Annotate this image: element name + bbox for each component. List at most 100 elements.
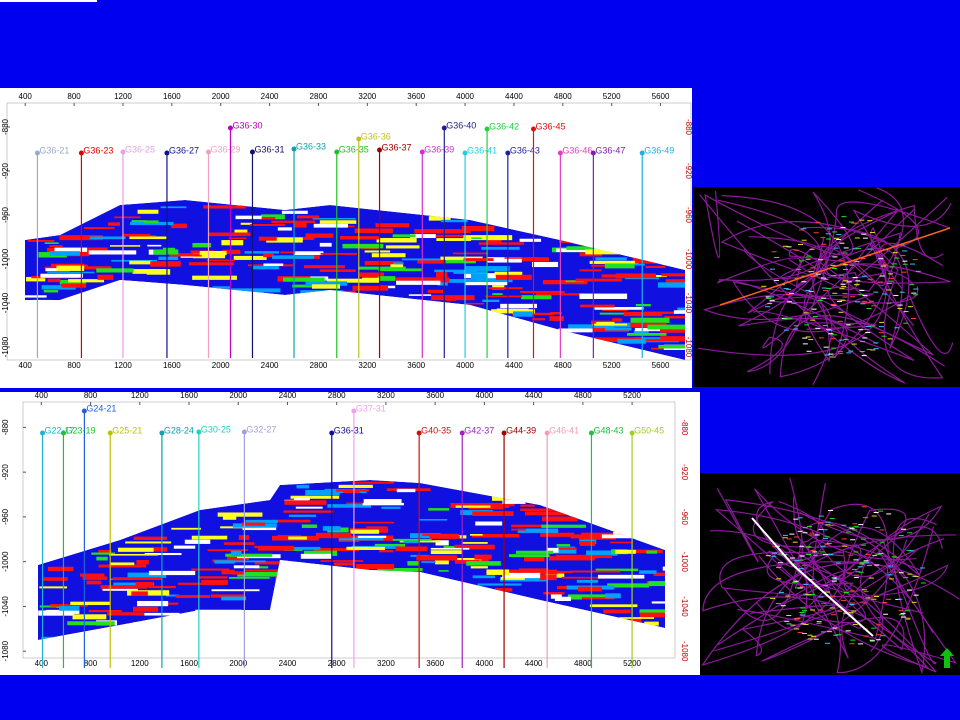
well-dot xyxy=(823,554,829,556)
facies-streak xyxy=(576,579,599,583)
facies-streak xyxy=(500,303,537,309)
facies-streak xyxy=(292,284,325,288)
well-dot xyxy=(861,506,867,508)
well-dot xyxy=(863,635,869,637)
well-dot xyxy=(838,353,844,355)
facies-streak xyxy=(271,519,311,523)
facies-streak xyxy=(520,508,555,512)
plot-frame xyxy=(22,401,676,659)
well-label: G42-37 xyxy=(464,425,494,435)
well-dot xyxy=(829,607,835,609)
well-dot xyxy=(871,627,877,629)
facies-streak xyxy=(466,561,501,566)
facies-streak xyxy=(91,552,115,555)
well-head xyxy=(227,125,233,131)
well-dot xyxy=(782,534,788,536)
well-dot xyxy=(794,628,800,630)
facies-streak xyxy=(333,562,354,566)
facies-streak xyxy=(440,558,482,561)
facies-streak xyxy=(597,574,645,579)
well-dot xyxy=(861,602,867,604)
x-tick-label: 1600 xyxy=(163,361,181,370)
well-dot xyxy=(889,266,895,268)
facies-streak xyxy=(284,500,327,505)
well-dot xyxy=(840,299,846,301)
well-dot xyxy=(801,564,807,566)
facies-streak xyxy=(549,316,564,321)
facies-streak xyxy=(407,561,419,566)
well-dot xyxy=(873,348,879,350)
facies-streak xyxy=(599,312,640,315)
facies-streak xyxy=(327,504,371,508)
facies-streak xyxy=(392,277,441,281)
well-dot xyxy=(903,577,909,579)
well-dot xyxy=(909,550,915,552)
facies-streak xyxy=(107,612,145,616)
facies-streak xyxy=(371,253,406,258)
facies-streak xyxy=(453,271,488,274)
well-dot xyxy=(898,535,904,537)
well-dot xyxy=(832,292,838,294)
well-dot xyxy=(853,551,859,553)
well-dot xyxy=(854,260,860,262)
section-line xyxy=(751,517,874,637)
well-dot xyxy=(801,228,807,230)
facies-streak xyxy=(607,583,650,588)
well-dot xyxy=(802,337,808,339)
well-dot xyxy=(897,598,903,600)
x-tick-label: 400 xyxy=(19,92,33,101)
facies-streak xyxy=(568,596,582,600)
well-dot xyxy=(823,278,829,280)
well-dot xyxy=(877,281,883,283)
x-tick-label: 4000 xyxy=(475,391,493,400)
well-dot xyxy=(825,524,831,526)
facies-streak xyxy=(227,560,266,563)
facies-streak xyxy=(585,249,629,255)
well-dot xyxy=(875,634,881,636)
x-tick-label: 800 xyxy=(84,391,98,400)
well-head xyxy=(416,430,422,436)
well-dot xyxy=(849,264,855,266)
well-dot xyxy=(820,237,826,239)
well-dot xyxy=(819,551,825,553)
well-dot xyxy=(842,545,848,547)
facies-streak xyxy=(645,338,685,342)
facies-streak xyxy=(257,545,295,551)
well-dot xyxy=(841,538,847,540)
well-dot xyxy=(823,585,829,587)
well-dot xyxy=(836,234,842,236)
fault-trace xyxy=(701,551,960,666)
well-dot xyxy=(841,216,847,218)
well-dot xyxy=(866,307,872,309)
well-dot xyxy=(830,304,836,306)
well-dot xyxy=(861,589,867,591)
well-dot xyxy=(799,260,805,262)
well-dot xyxy=(892,252,898,254)
well-head xyxy=(81,408,87,414)
well-dot xyxy=(828,554,834,556)
facies-streak xyxy=(184,539,211,544)
well-head xyxy=(40,430,46,436)
well-dot xyxy=(795,617,801,619)
x-tick-label: 5200 xyxy=(603,361,621,370)
facies-streak xyxy=(129,260,152,265)
well-dot xyxy=(873,342,879,344)
well-dot xyxy=(836,634,842,636)
well-label: G46-41 xyxy=(549,425,579,435)
well-dot xyxy=(783,329,789,331)
well-dot xyxy=(876,624,882,626)
well-dot xyxy=(789,293,795,295)
facies-streak xyxy=(392,234,416,238)
x-tick-label: 2000 xyxy=(212,361,230,370)
y-tick-label: -960 xyxy=(1,508,10,525)
facies-streak xyxy=(277,227,292,231)
well-dot xyxy=(879,275,885,277)
x-tick-label: 800 xyxy=(84,659,98,668)
well-dot xyxy=(772,546,778,548)
facies-streak xyxy=(589,604,638,608)
well-head xyxy=(196,429,202,435)
well-dot xyxy=(825,233,831,235)
facies-streak xyxy=(520,290,565,294)
well-dot xyxy=(907,306,913,308)
